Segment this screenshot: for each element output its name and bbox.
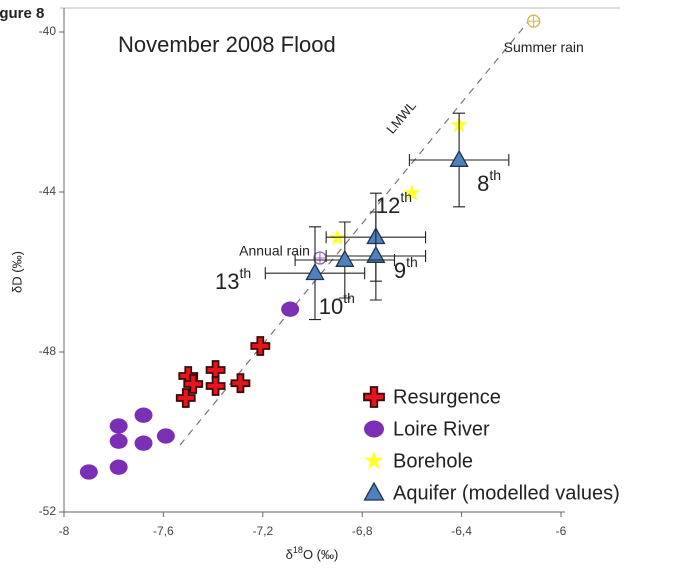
legend-label: Aquifer (modelled values) [393, 482, 620, 504]
x-label-pre: δ [286, 547, 293, 562]
point [109, 433, 128, 449]
legend-label: Loire River [393, 418, 490, 440]
reference-label: Summer rain [504, 39, 584, 55]
point [79, 464, 98, 480]
point-label-suffix: th [239, 265, 251, 281]
point-label: 8th [477, 167, 501, 196]
x-label-post: O (‰) [303, 547, 338, 562]
x-label-sup: 18 [293, 545, 303, 555]
y-tick-label: -52 [39, 504, 57, 518]
point [335, 249, 355, 267]
x-tick-label: -7,2 [252, 524, 273, 538]
point [109, 459, 128, 475]
x-tick-label: -6,8 [352, 524, 373, 538]
point-label-number: 13 [215, 269, 239, 294]
y-tick-label: -44 [39, 184, 57, 198]
x-tick-label: -7,6 [153, 524, 174, 538]
point [230, 373, 251, 394]
y-tick-label: -48 [39, 344, 57, 358]
reference-cross [313, 252, 326, 264]
legend-marker [363, 481, 385, 501]
legend-marker [364, 451, 384, 470]
point-label-suffix: th [489, 167, 501, 183]
point-label-suffix: th [400, 189, 412, 205]
point [183, 374, 204, 394]
chart-title: November 2008 Flood [118, 32, 336, 57]
legend-label: Resurgence [393, 386, 501, 408]
legend-marker [364, 420, 384, 438]
x-tick-label: -6 [556, 524, 567, 538]
point-label-number: 10 [319, 294, 343, 319]
point [403, 184, 421, 201]
point-label-number: 12 [376, 193, 400, 218]
reference-cross [527, 15, 540, 28]
point-label-number: 9 [394, 258, 406, 283]
point-label: 9th [394, 254, 418, 283]
point [305, 262, 325, 281]
point [250, 336, 271, 356]
y-axis-label: δD (‰) [9, 251, 24, 293]
reference-label: Annual rain [239, 243, 310, 259]
point [449, 149, 469, 167]
point [205, 376, 226, 396]
x-axis-label: δ18O (‰) [286, 545, 339, 562]
point-label-suffix: th [406, 254, 418, 270]
point-label: 13th [215, 265, 251, 294]
point [281, 301, 300, 317]
point [156, 428, 175, 444]
figure-label: Figure 8 [0, 5, 44, 22]
x-tick-label: -6,4 [451, 524, 472, 538]
point [175, 388, 196, 408]
legend-marker [363, 386, 385, 408]
line-label: LMWL [383, 98, 419, 136]
point [134, 407, 153, 423]
y-tick-label: -40 [39, 24, 57, 38]
legend-label: Borehole [393, 450, 473, 472]
x-tick-label: -8 [59, 524, 70, 538]
point [109, 418, 128, 434]
point-label-number: 8 [477, 171, 489, 196]
point-label: 10th [319, 290, 355, 319]
point-label: 12th [376, 189, 412, 218]
point [134, 435, 153, 451]
point [366, 245, 386, 263]
point-label-suffix: th [343, 290, 355, 306]
